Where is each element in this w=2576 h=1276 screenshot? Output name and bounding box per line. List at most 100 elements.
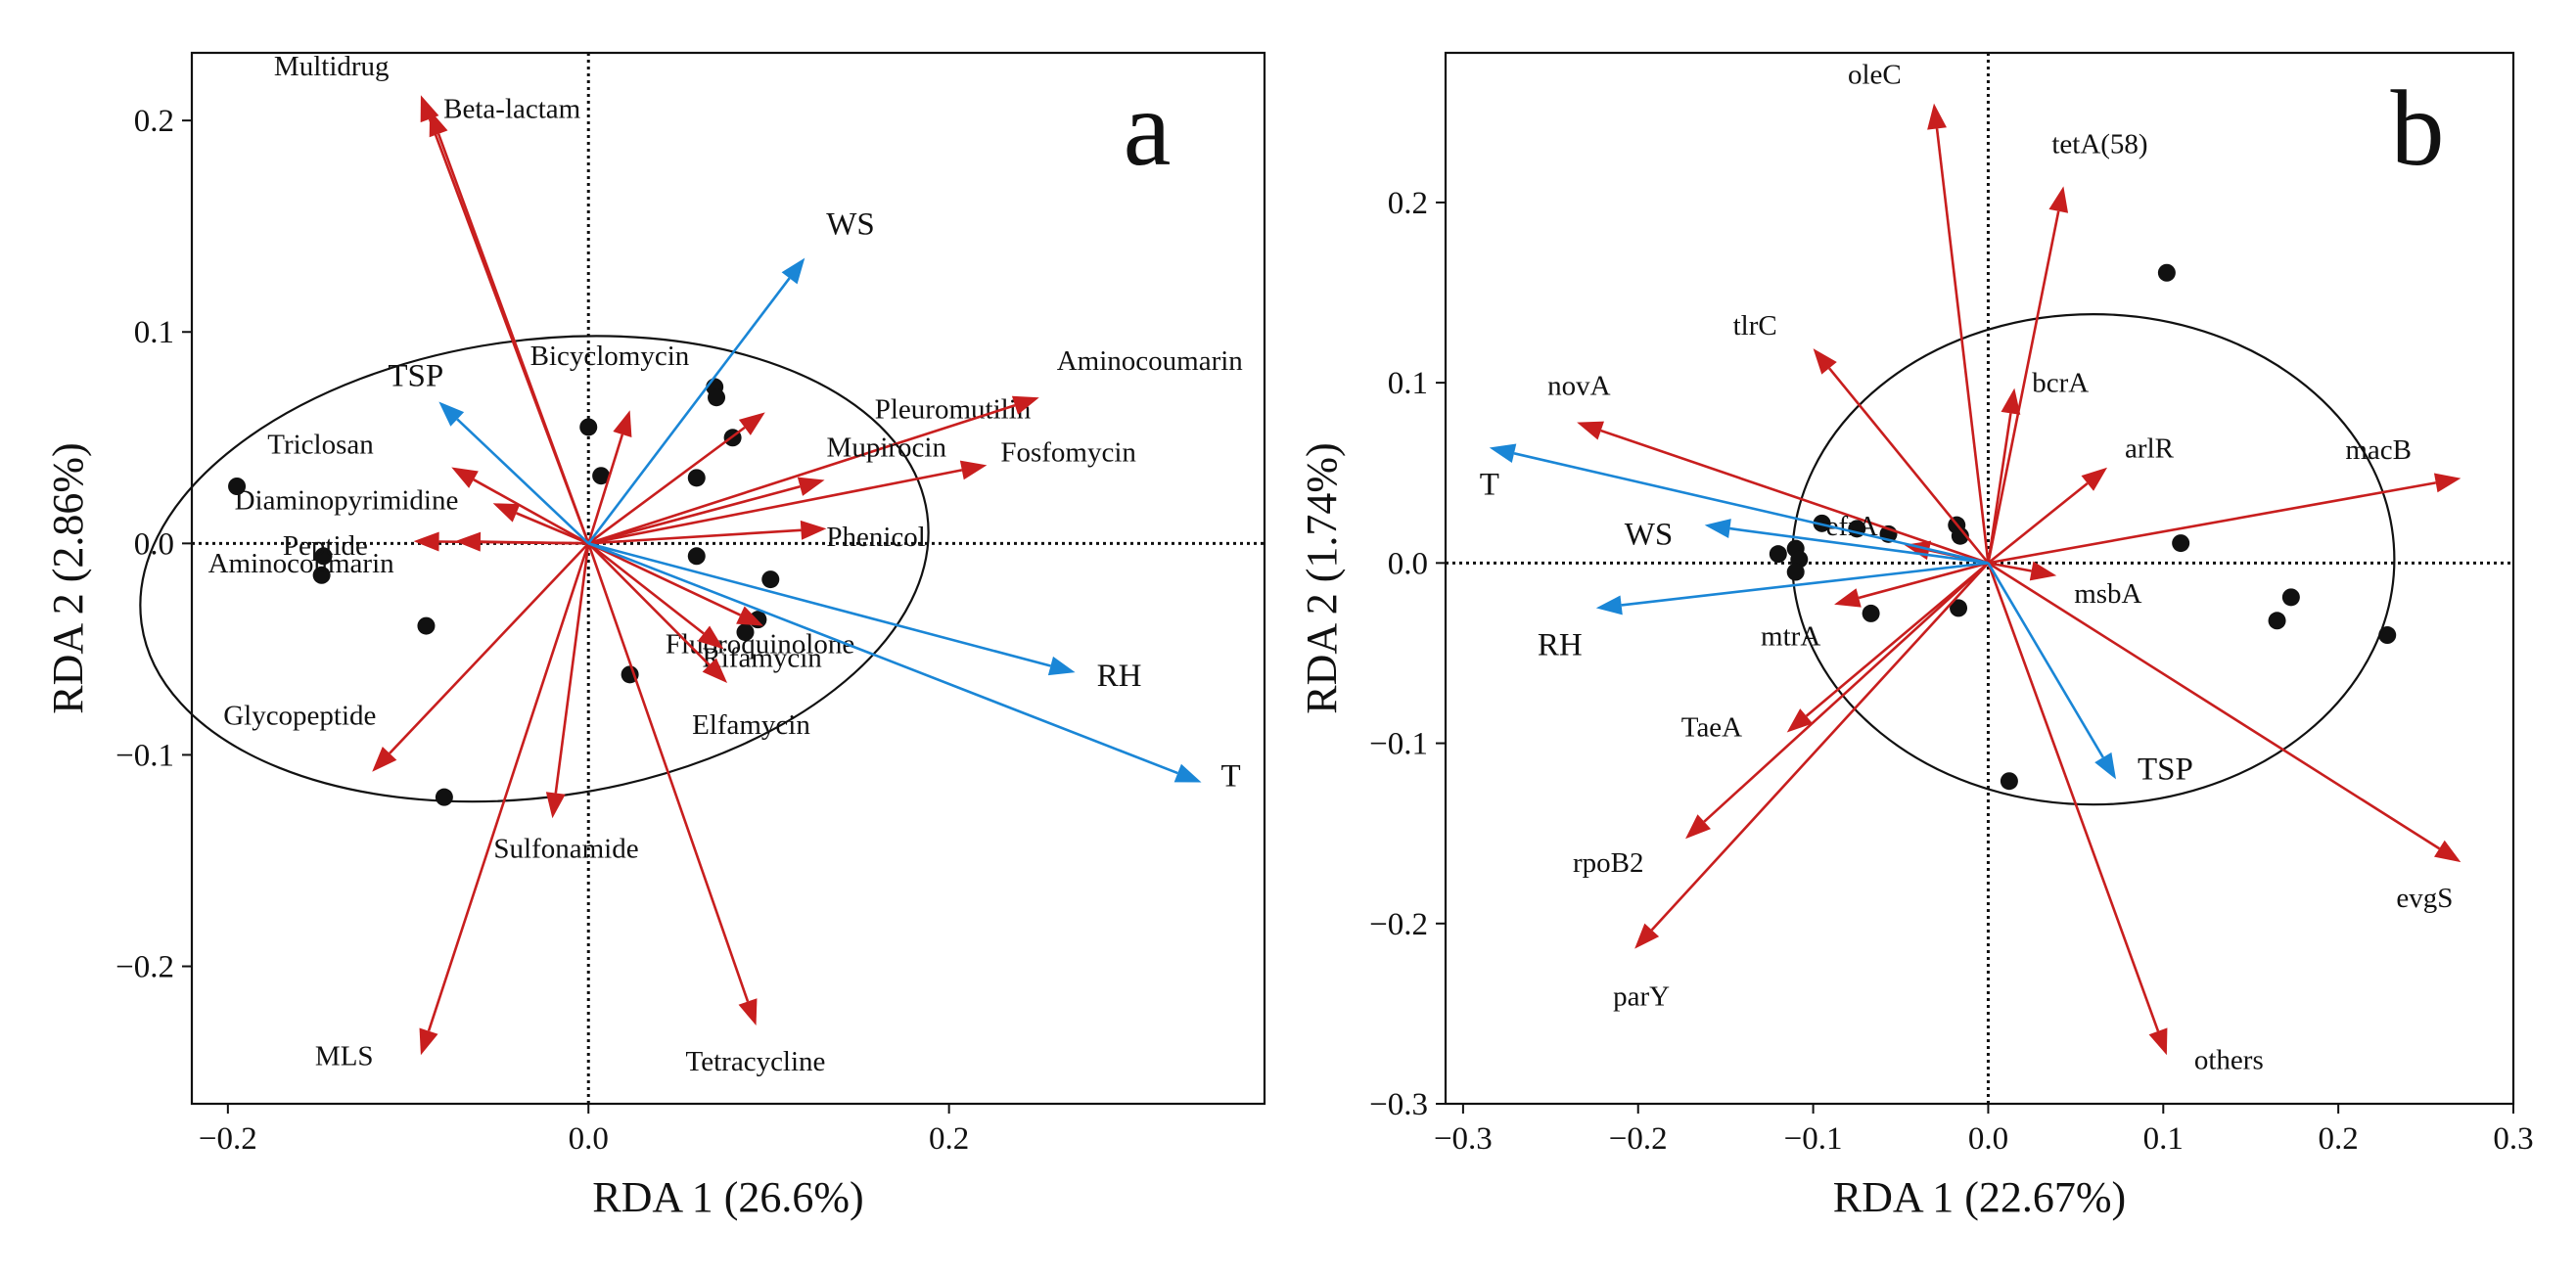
x-tick-label: 0.1 xyxy=(2143,1121,2184,1157)
arrowhead xyxy=(959,460,988,480)
vector-line xyxy=(1621,562,1989,607)
vector-label: novA xyxy=(1547,371,1611,402)
vector-label: Bicyclomycin xyxy=(530,341,690,372)
response-vector-taea: TaeA xyxy=(1681,562,1990,744)
response-vector-glycopeptide: Glycopeptide xyxy=(223,542,590,772)
vector-label: others xyxy=(2194,1044,2264,1075)
vector-line xyxy=(587,469,963,545)
vector-label: Aminocoumarin xyxy=(1057,345,1244,377)
sample-point xyxy=(2378,626,2397,645)
x-tick-label: −0.3 xyxy=(1434,1121,1493,1157)
vector-label: Sulfonamide xyxy=(493,833,638,864)
x-tick-label: −0.2 xyxy=(199,1121,257,1157)
confidence-ellipse xyxy=(139,335,930,803)
env-vector-rh: RH xyxy=(587,542,1141,694)
vector-label: tetA(58) xyxy=(2051,128,2147,160)
vector-line xyxy=(1729,526,1989,565)
response-vector-others: others xyxy=(1987,562,2264,1075)
x-tick-label: −0.1 xyxy=(1784,1121,1843,1157)
sample-point xyxy=(1862,604,1880,622)
vector-label: RH xyxy=(1538,627,1583,662)
vector-line xyxy=(1987,562,2160,1032)
vector-label: oleC xyxy=(1848,60,1902,91)
sample-point xyxy=(687,469,706,487)
response-vector-triclosan: Triclosan xyxy=(267,430,589,545)
arrowhead xyxy=(1173,763,1202,783)
sample-point xyxy=(228,477,247,495)
response-vector-arlr: arlR xyxy=(1987,433,2175,565)
vector-line xyxy=(587,542,741,616)
response-vector-bcra: bcrA xyxy=(1987,368,2089,564)
vector-line xyxy=(1858,562,1989,600)
x-tick-label: 0.2 xyxy=(929,1121,969,1157)
vector-label: Beta-lactam xyxy=(443,93,581,124)
arrowhead xyxy=(492,503,521,523)
response-vector-sulfonamide: Sulfonamide xyxy=(493,543,639,864)
sample-point xyxy=(2172,534,2190,553)
vector-line xyxy=(1988,481,2436,565)
sample-point xyxy=(417,616,436,635)
sample-point xyxy=(1769,545,1787,564)
vector-label: evgS xyxy=(2396,883,2453,914)
arrowhead xyxy=(1813,348,1837,375)
vector-line xyxy=(1828,367,1990,565)
arrowhead xyxy=(438,401,465,427)
vector-label: T xyxy=(1221,759,1241,795)
vector-line xyxy=(389,542,590,754)
vector-label: parY xyxy=(1613,981,1670,1013)
vector-line xyxy=(587,542,705,635)
response-vector-bicyclomycin: Bicyclomycin xyxy=(530,341,690,544)
vector-line xyxy=(437,133,590,544)
vector-label: mtrA xyxy=(1761,621,1820,653)
vector-line xyxy=(1805,562,1990,717)
arrowhead xyxy=(2001,387,2021,415)
vector-line xyxy=(587,277,791,545)
sample-point xyxy=(579,418,598,436)
sample-point xyxy=(1786,563,1805,581)
response-vector-olec: oleC xyxy=(1848,60,1990,564)
vector-line xyxy=(587,404,1016,545)
sample-point xyxy=(2157,263,2176,282)
vector-line xyxy=(587,426,746,545)
vector-label: MLS xyxy=(315,1040,374,1071)
sample-point xyxy=(1950,599,1968,617)
panel-label: a xyxy=(1124,68,1172,188)
x-axis-title: RDA 1 (26.6%) xyxy=(592,1173,863,1221)
response-vector-aminocoumarin: Aminocoumarin xyxy=(587,345,1244,545)
vector-label: Aminocoumarin xyxy=(208,548,395,579)
vector-label: Phenicol xyxy=(826,522,926,553)
arrowhead xyxy=(2434,840,2461,863)
arrowhead xyxy=(697,625,724,650)
response-vector-rpob2: rpoB2 xyxy=(1573,562,1990,879)
y-axis-title: RDA 2 (2.86%) xyxy=(44,442,92,713)
vector-label: T xyxy=(1480,467,1499,502)
vector-line xyxy=(587,542,1178,775)
vector-line xyxy=(587,542,750,1002)
env-vector-t: T xyxy=(587,542,1241,795)
vector-line xyxy=(587,542,711,666)
env-vector-tsp: TSP xyxy=(1987,562,2193,787)
response-vector-phenicol: Phenicol xyxy=(588,520,926,553)
vector-line xyxy=(473,478,589,545)
arrowhead xyxy=(1685,814,1711,840)
arrowhead xyxy=(1704,519,1731,539)
x-axis-title: RDA 1 (22.67%) xyxy=(1833,1173,2126,1221)
arrowhead xyxy=(429,110,448,138)
vector-line xyxy=(1987,481,2089,565)
response-vector-mls: MLS xyxy=(315,542,590,1071)
vector-label: rpoB2 xyxy=(1573,847,1644,879)
y-tick-label: −0.1 xyxy=(1369,727,1428,762)
response-vector-tetracycline: Tetracycline xyxy=(587,542,825,1077)
sample-point xyxy=(312,566,331,584)
response-vector-mtra: mtrA xyxy=(1761,562,1989,653)
vector-line xyxy=(1600,429,1989,565)
env-vector-ws: WS xyxy=(1625,518,1989,565)
y-tick-label: 0.2 xyxy=(134,104,174,139)
x-tick-label: −0.2 xyxy=(1609,1121,1668,1157)
x-tick-label: 0.3 xyxy=(2493,1121,2533,1157)
arrowhead xyxy=(2433,473,2461,493)
vector-line xyxy=(1987,210,2060,564)
response-vector-msba: msbA xyxy=(1988,561,2142,610)
